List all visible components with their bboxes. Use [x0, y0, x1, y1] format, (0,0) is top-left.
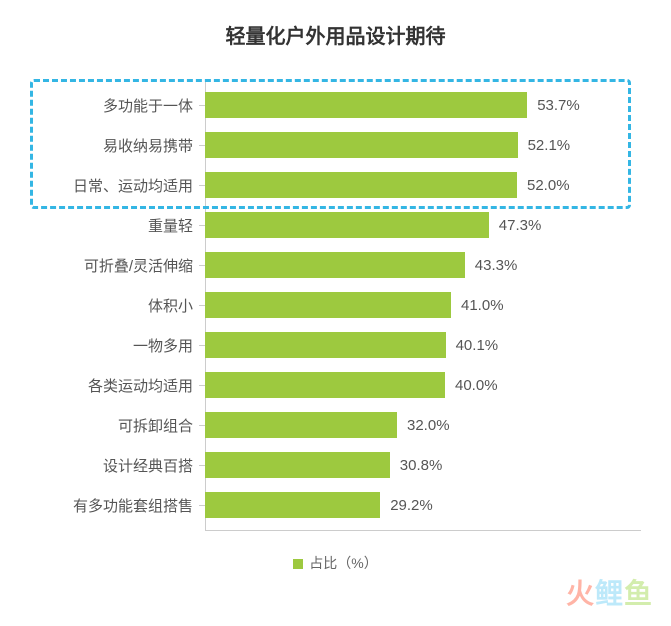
x-axis-line: [205, 530, 641, 531]
y-tick: [199, 145, 205, 146]
bar-row: 多功能于一体 53.7%: [30, 85, 641, 125]
bar-track: 52.1%: [205, 125, 641, 165]
bar: [205, 492, 380, 518]
y-tick: [199, 505, 205, 506]
category-label: 体积小: [30, 295, 205, 316]
category-label: 可拆卸组合: [30, 415, 205, 436]
watermark: 火鲤鱼: [566, 572, 653, 612]
category-label: 有多功能套组搭售: [30, 495, 205, 516]
y-tick: [199, 305, 205, 306]
value-label: 53.7%: [537, 97, 580, 114]
value-label: 41.0%: [461, 297, 504, 314]
watermark-char-1: 火: [566, 578, 595, 609]
bar: [205, 292, 451, 318]
plot-area: 多功能于一体 53.7% 易收纳易携带 52.1% 日常、运动均适用 52.0% 重量轻 47…: [30, 85, 641, 525]
bar-track: 32.0%: [205, 405, 641, 445]
category-label: 日常、运动均适用: [30, 175, 205, 196]
category-label: 可折叠/灵活伸缩: [30, 255, 205, 276]
bar: [205, 452, 390, 478]
bar: [205, 92, 527, 118]
y-tick: [199, 185, 205, 186]
bar: [205, 212, 489, 238]
category-label: 一物多用: [30, 335, 205, 356]
bar-row: 可折叠/灵活伸缩 43.3%: [30, 245, 641, 285]
bar: [205, 252, 465, 278]
bar-row: 重量轻 47.3%: [30, 205, 641, 245]
bar-row: 一物多用 40.1%: [30, 325, 641, 365]
legend: 占比（%）: [30, 553, 641, 573]
bar-track: 40.1%: [205, 325, 641, 365]
y-tick: [199, 465, 205, 466]
category-label: 重量轻: [30, 215, 205, 236]
bar-track: 29.2%: [205, 485, 641, 525]
y-tick: [199, 345, 205, 346]
bar-row: 各类运动均适用 40.0%: [30, 365, 641, 405]
bar-track: 30.8%: [205, 445, 641, 485]
bar-row: 设计经典百搭 30.8%: [30, 445, 641, 485]
bar: [205, 332, 446, 358]
bar-row: 体积小 41.0%: [30, 285, 641, 325]
category-label: 设计经典百搭: [30, 455, 205, 476]
value-label: 40.0%: [455, 377, 498, 394]
y-tick: [199, 105, 205, 106]
value-label: 32.0%: [407, 417, 450, 434]
value-label: 52.1%: [528, 137, 571, 154]
legend-label: 占比（%）: [309, 555, 377, 571]
y-tick: [199, 425, 205, 426]
value-label: 43.3%: [475, 257, 518, 274]
value-label: 52.0%: [527, 177, 570, 194]
chart-title: 轻量化户外用品设计期待: [30, 20, 641, 49]
bar: [205, 172, 517, 198]
value-label: 40.1%: [456, 337, 499, 354]
y-tick: [199, 265, 205, 266]
bar: [205, 372, 445, 398]
y-tick: [199, 385, 205, 386]
bar-track: 40.0%: [205, 365, 641, 405]
bar-track: 41.0%: [205, 285, 641, 325]
watermark-char-2: 鲤: [595, 578, 624, 609]
bar-track: 53.7%: [205, 85, 641, 125]
category-label: 易收纳易携带: [30, 135, 205, 156]
bar: [205, 132, 518, 158]
legend-swatch: [293, 559, 303, 569]
bar: [205, 412, 397, 438]
bar-row: 日常、运动均适用 52.0%: [30, 165, 641, 205]
bar-track: 52.0%: [205, 165, 641, 205]
value-label: 29.2%: [390, 497, 433, 514]
value-label: 47.3%: [499, 217, 542, 234]
bar-track: 47.3%: [205, 205, 641, 245]
bar-track: 43.3%: [205, 245, 641, 285]
watermark-char-3: 鱼: [624, 578, 653, 609]
bar-row: 易收纳易携带 52.1%: [30, 125, 641, 165]
category-label: 多功能于一体: [30, 95, 205, 116]
y-tick: [199, 225, 205, 226]
value-label: 30.8%: [400, 457, 443, 474]
bar-row: 有多功能套组搭售 29.2%: [30, 485, 641, 525]
chart-container: 轻量化户外用品设计期待 多功能于一体 53.7% 易收纳易携带 52.1% 日常、运动均…: [0, 0, 671, 626]
bars-group: 多功能于一体 53.7% 易收纳易携带 52.1% 日常、运动均适用 52.0% 重量轻 47…: [30, 85, 641, 525]
bar-row: 可拆卸组合 32.0%: [30, 405, 641, 445]
category-label: 各类运动均适用: [30, 375, 205, 396]
